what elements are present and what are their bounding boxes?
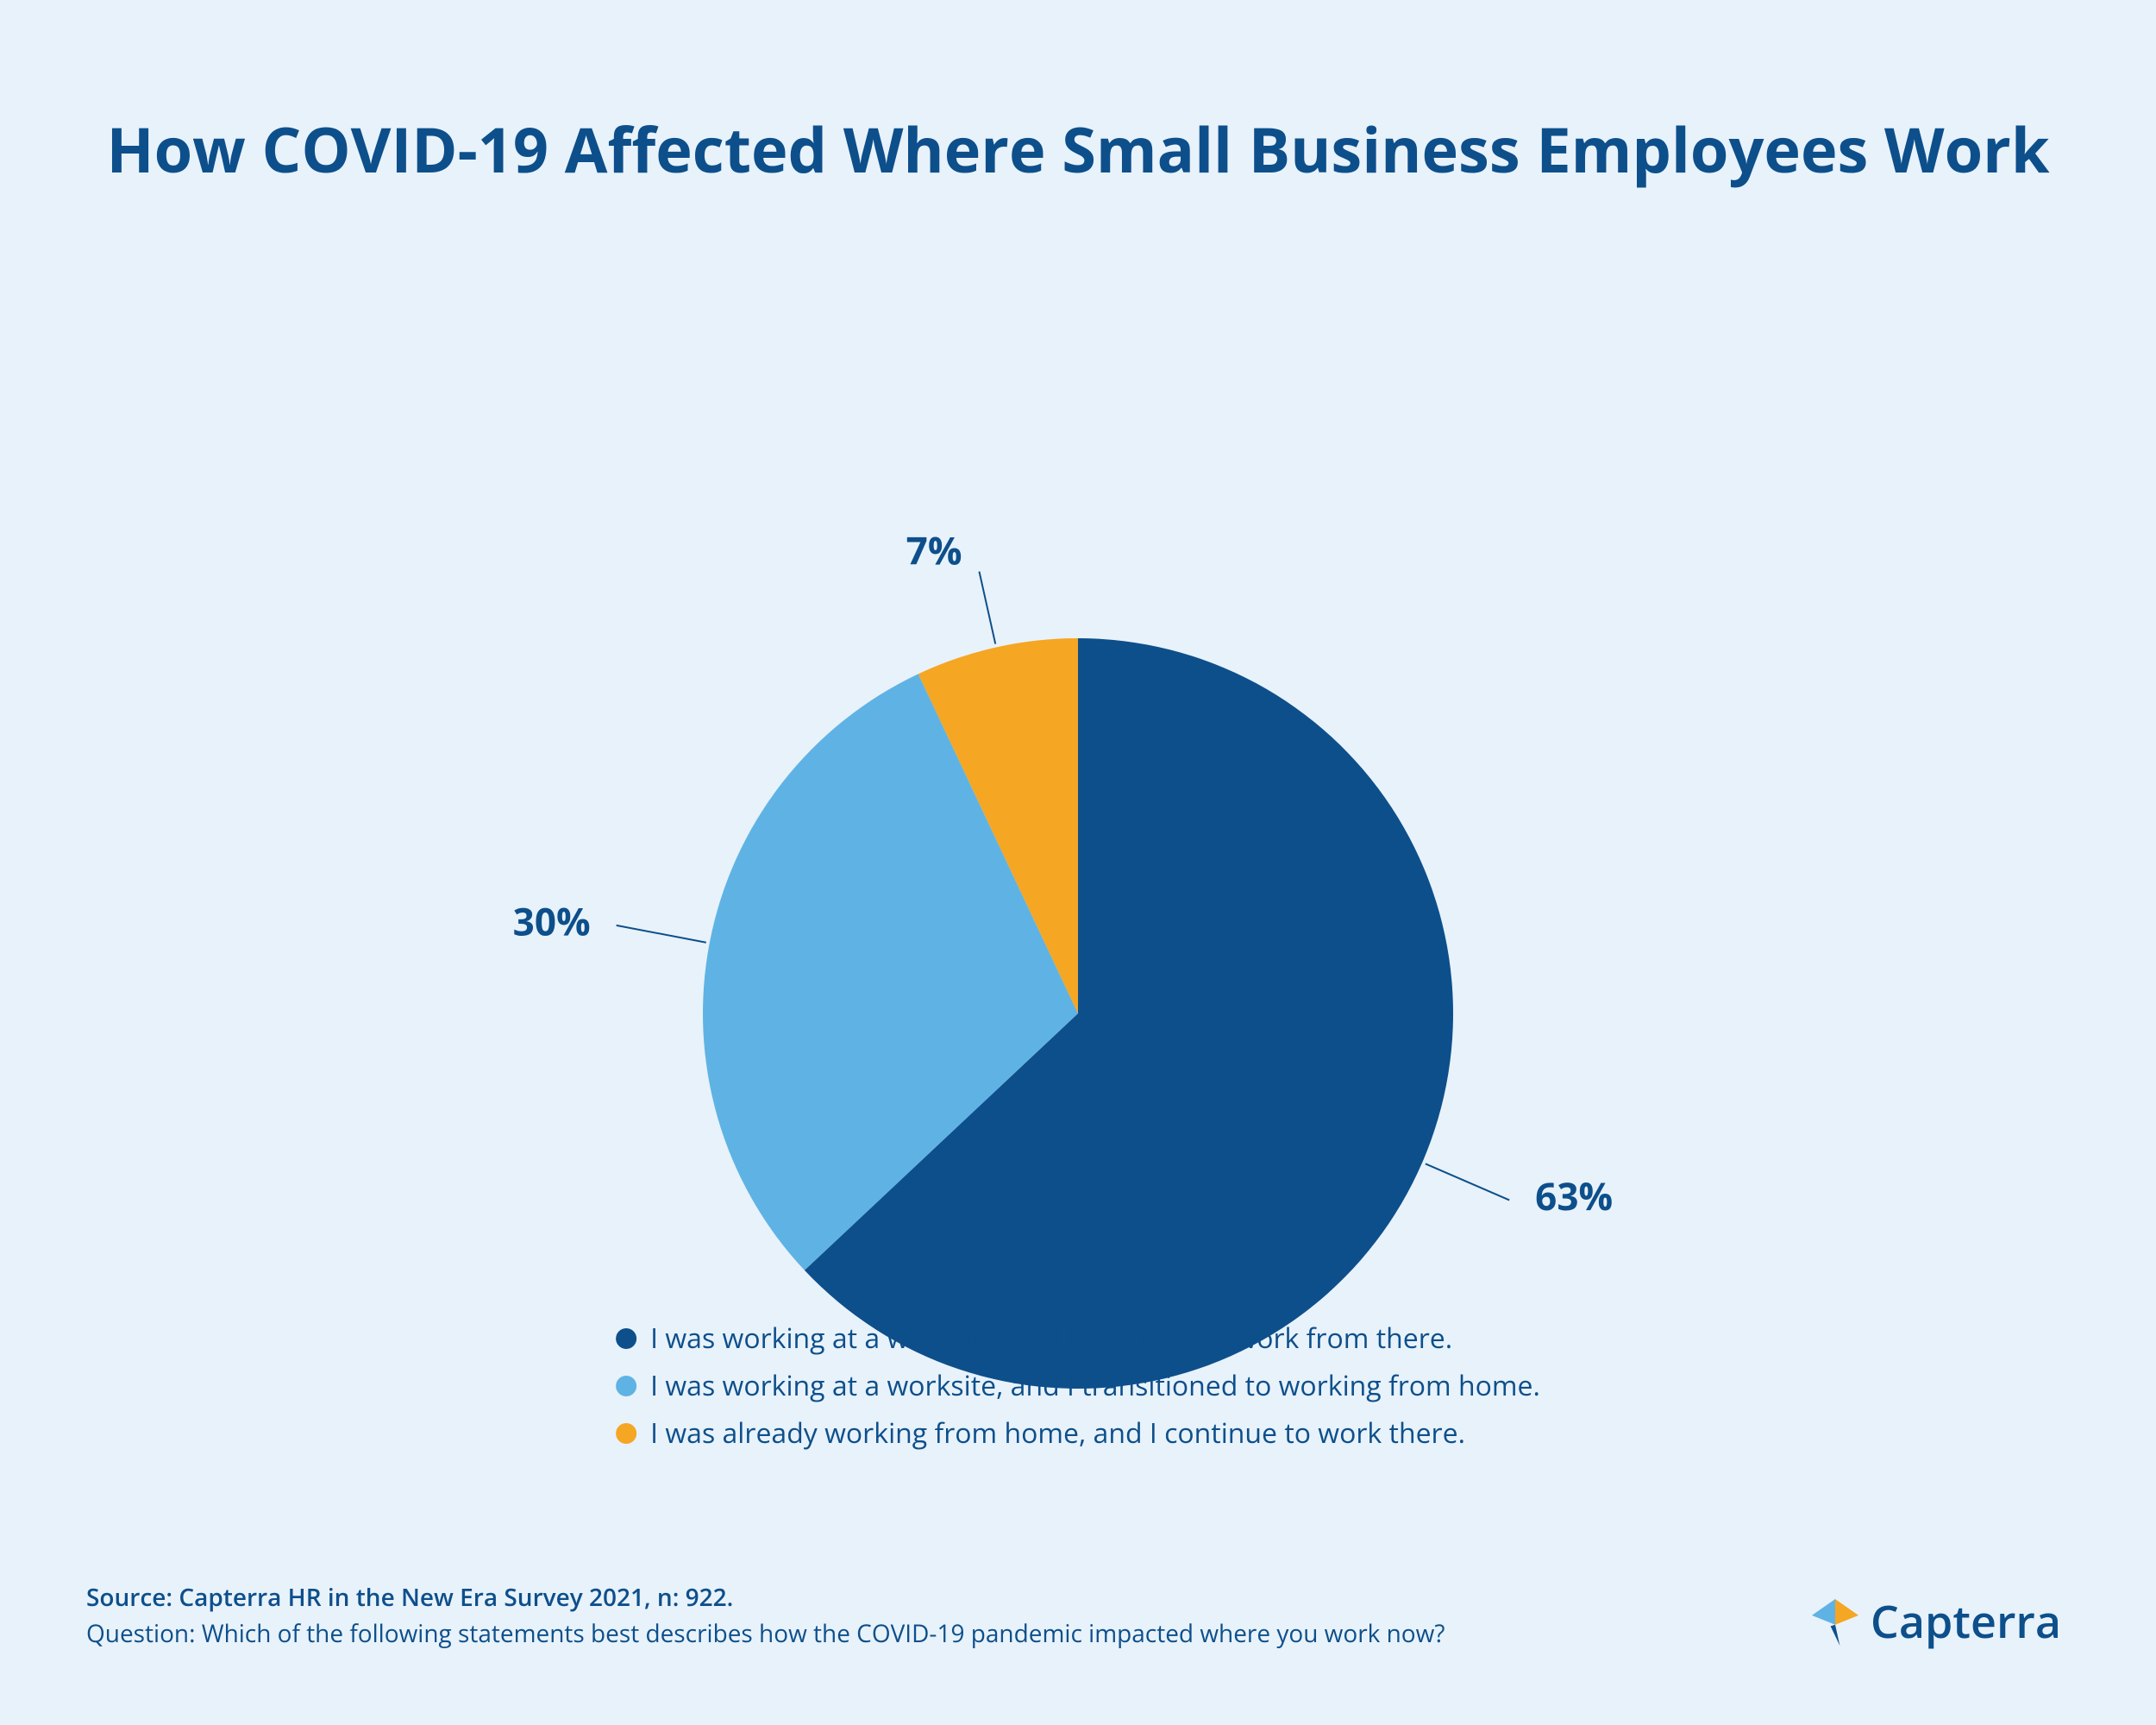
legend-swatch-0	[616, 1328, 636, 1349]
legend-item-1: I was working at a worksite, and I trans…	[616, 1367, 1540, 1404]
slice-label-0: 63%	[1535, 1170, 1613, 1221]
infographic-canvas: How COVID-19 Affected Where Small Busine…	[0, 0, 2156, 1725]
chart-legend: I was working at a worksite, and I conti…	[616, 1320, 1540, 1462]
leader-line-2	[979, 572, 995, 644]
chart-footer: Source: Capterra HR in the New Era Surve…	[86, 1579, 1445, 1652]
brand-name: Capterra	[1871, 1590, 2061, 1652]
leader-line-0	[1426, 1164, 1509, 1200]
source-line: Source: Capterra HR in the New Era Surve…	[86, 1579, 1445, 1615]
legend-label-2: I was already working from home, and I c…	[650, 1414, 1465, 1452]
leader-line-1	[617, 925, 706, 943]
legend-swatch-2	[616, 1423, 636, 1444]
legend-label-0: I was working at a worksite, and I conti…	[650, 1320, 1452, 1357]
legend-item-0: I was working at a worksite, and I conti…	[616, 1320, 1540, 1357]
brand-arrow-icon	[1812, 1598, 1858, 1645]
slice-label-1: 30%	[513, 895, 591, 947]
legend-label-1: I was working at a worksite, and I trans…	[650, 1367, 1540, 1404]
chart-title: How COVID-19 Affected Where Small Busine…	[0, 112, 2156, 186]
legend-swatch-1	[616, 1376, 636, 1396]
legend-item-2: I was already working from home, and I c…	[616, 1414, 1540, 1452]
slice-label-2: 7%	[906, 524, 962, 575]
question-line: Question: Which of the following stateme…	[86, 1615, 1445, 1652]
brand-logo: Capterra	[1812, 1590, 2061, 1652]
